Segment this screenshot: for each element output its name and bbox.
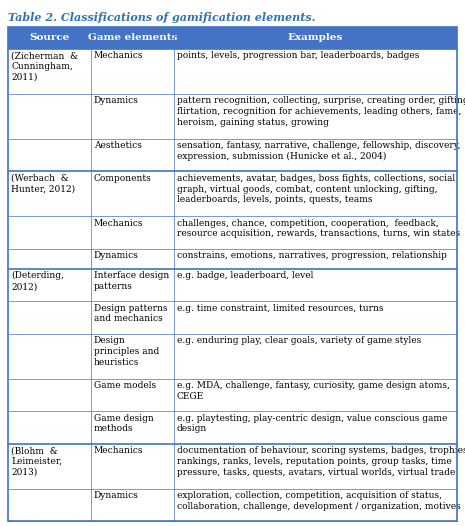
Text: points, levels, progression bar, leaderboards, badges: points, levels, progression bar, leaderb… bbox=[177, 52, 419, 60]
Text: pattern recognition, collecting, surprise, creating order, gifting,
flirtation, : pattern recognition, collecting, surpris… bbox=[177, 96, 465, 127]
Text: Dynamics: Dynamics bbox=[93, 491, 139, 500]
Text: Mechanics: Mechanics bbox=[93, 219, 143, 228]
Bar bbox=[8, 333, 457, 379]
Text: (Deterding,
2012): (Deterding, 2012) bbox=[11, 271, 64, 291]
Bar bbox=[8, 249, 457, 269]
Text: (Blohm  &
Leimeister,
2013): (Blohm & Leimeister, 2013) bbox=[11, 446, 62, 477]
Bar bbox=[8, 379, 457, 411]
Text: e.g. badge, leaderboard, level: e.g. badge, leaderboard, level bbox=[177, 271, 313, 280]
Bar bbox=[8, 216, 457, 249]
Text: achievements, avatar, badges, boss fights, collections, social
graph, virtual go: achievements, avatar, badges, boss fight… bbox=[177, 174, 455, 204]
Bar bbox=[8, 171, 457, 216]
Bar bbox=[8, 139, 457, 171]
Text: Table 2. Classifications of gamification elements.: Table 2. Classifications of gamification… bbox=[8, 12, 315, 23]
Text: Dynamics: Dynamics bbox=[93, 251, 139, 260]
Text: (Werbach  &
Hunter, 2012): (Werbach & Hunter, 2012) bbox=[11, 174, 75, 194]
Bar bbox=[8, 411, 457, 443]
Text: e.g. MDA, challenge, fantasy, curiosity, game design atoms,
CEGE: e.g. MDA, challenge, fantasy, curiosity,… bbox=[177, 381, 450, 401]
Text: Design patterns
and mechanics: Design patterns and mechanics bbox=[93, 304, 167, 323]
Text: Game elements: Game elements bbox=[88, 34, 177, 43]
Bar bbox=[8, 94, 457, 139]
Text: Mechanics: Mechanics bbox=[93, 446, 143, 455]
Bar bbox=[8, 49, 457, 94]
Text: Aesthetics: Aesthetics bbox=[93, 141, 141, 150]
Text: Dynamics: Dynamics bbox=[93, 96, 139, 105]
Text: Examples: Examples bbox=[288, 34, 343, 43]
Text: Mechanics: Mechanics bbox=[93, 52, 143, 60]
Text: e.g. time constraint, limited resources, turns: e.g. time constraint, limited resources,… bbox=[177, 304, 383, 313]
Text: e.g. enduring play, clear goals, variety of game styles: e.g. enduring play, clear goals, variety… bbox=[177, 336, 421, 345]
Text: (Zicherman  &
Cunningham,
2011): (Zicherman & Cunningham, 2011) bbox=[11, 52, 78, 82]
Text: exploration, collection, competition, acquisition of status,
collaboration, chal: exploration, collection, competition, ac… bbox=[177, 491, 460, 511]
Text: Game design
methods: Game design methods bbox=[93, 413, 153, 433]
Text: Components: Components bbox=[93, 174, 151, 183]
Text: Interface design
patterns: Interface design patterns bbox=[93, 271, 169, 291]
Text: Game models: Game models bbox=[93, 381, 156, 390]
Text: challenges, chance, competition, cooperation,  feedback,
resource acquisition, r: challenges, chance, competition, coopera… bbox=[177, 219, 460, 238]
Bar bbox=[8, 269, 457, 301]
Text: documentation of behaviour, scoring systems, badges, trophies,
rankings, ranks, : documentation of behaviour, scoring syst… bbox=[177, 446, 465, 477]
Bar bbox=[8, 443, 457, 489]
Text: constrains, emotions, narratives, progression, relationship: constrains, emotions, narratives, progre… bbox=[177, 251, 446, 260]
Text: sensation, fantasy, narrative, challenge, fellowship, discovery,
expression, sub: sensation, fantasy, narrative, challenge… bbox=[177, 141, 460, 161]
Bar bbox=[8, 27, 457, 49]
Text: Source: Source bbox=[29, 34, 70, 43]
Text: e.g. playtesting, play-centric design, value conscious game
design: e.g. playtesting, play-centric design, v… bbox=[177, 413, 447, 433]
Bar bbox=[8, 489, 457, 521]
Bar bbox=[8, 301, 457, 333]
Text: Design
principles and
heuristics: Design principles and heuristics bbox=[93, 336, 159, 367]
